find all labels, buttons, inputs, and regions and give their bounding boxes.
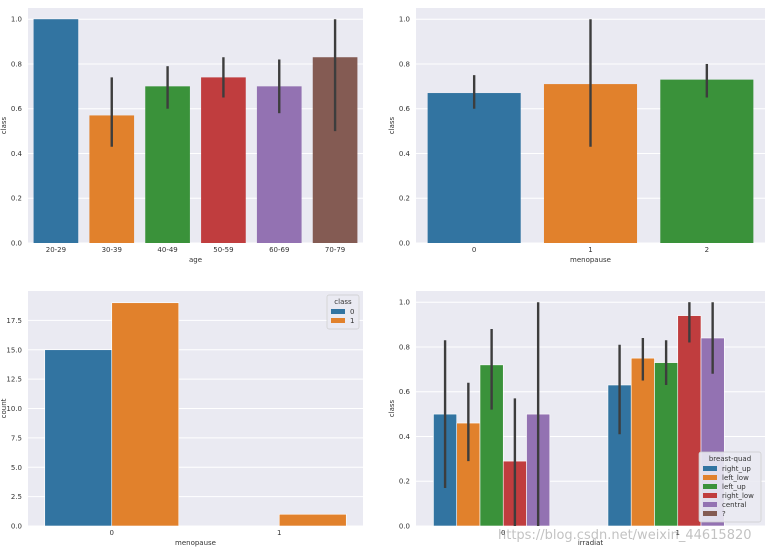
y-tick-label: 5.0 <box>11 464 22 472</box>
legend-swatch-left_up <box>703 484 717 489</box>
x-tick-label: 2 <box>705 246 709 254</box>
x-tick-label: 0 <box>110 529 114 537</box>
x-tick-label: 0 <box>472 246 476 254</box>
bar-left_up-1 <box>654 362 679 527</box>
legend-label: left_low <box>722 474 749 482</box>
legend-swatch-1 <box>331 318 345 323</box>
legend-swatch-central <box>703 502 717 507</box>
legend: class 01 <box>326 294 360 330</box>
x-tick-label: 40-49 <box>157 246 177 254</box>
x-tick-label: 70-79 <box>325 246 345 254</box>
legend-swatch-right_low <box>703 493 717 498</box>
legend-label: right_low <box>722 492 754 500</box>
x-axis-label: age <box>189 256 202 264</box>
y-tick-label: 15.0 <box>6 346 22 354</box>
x-tick-label: 50-59 <box>213 246 233 254</box>
y-tick-label: 10.0 <box>6 405 22 413</box>
y-tick-label: 0.4 <box>399 433 411 441</box>
y-tick-label: 0.0 <box>11 240 22 248</box>
legend-swatch-left_low <box>703 475 717 480</box>
legend-title: breast-quad <box>709 455 751 463</box>
y-tick-label: 0.6 <box>11 105 23 113</box>
y-tick-label: 0.8 <box>399 343 410 351</box>
x-tick-label: 1 <box>588 246 592 254</box>
bar-1-1 <box>278 513 347 527</box>
legend-label: 1 <box>350 317 354 325</box>
y-tick-label: 1.0 <box>399 16 410 24</box>
x-tick-label: 1 <box>676 529 680 537</box>
y-tick-label: 0.0 <box>399 523 410 531</box>
bar-left_low-1 <box>630 357 655 527</box>
x-axis-label: menopause <box>175 539 216 547</box>
y-tick-label: 12.5 <box>6 376 22 384</box>
legend-swatch-0 <box>331 309 345 314</box>
bar-2 <box>660 79 754 243</box>
legend: breast-quad right_upleft_lowleft_upright_… <box>698 451 762 523</box>
bar-1-0 <box>111 302 180 527</box>
x-tick-label: 60-69 <box>269 246 289 254</box>
bar-50-59 <box>201 77 246 243</box>
chart-panel-4: 0.00.20.40.60.81.0breast-quadright_uplef… <box>388 291 765 547</box>
plot-background <box>28 8 363 243</box>
y-tick-label: 1.0 <box>11 16 22 24</box>
y-axis-label: class <box>388 399 396 417</box>
y-tick-label: 1.0 <box>399 299 410 307</box>
legend-label: ? <box>722 510 726 518</box>
y-tick-label: 0.0 <box>11 523 22 531</box>
legend-swatch-right_up <box>703 466 717 471</box>
y-axis-label: class <box>388 116 396 134</box>
y-tick-label: 0.2 <box>399 478 410 486</box>
y-tick-label: 0.4 <box>399 150 411 158</box>
legend-label: left_up <box>722 483 746 491</box>
y-axis-label: count <box>0 398 8 418</box>
x-tick-label: 0 <box>501 529 505 537</box>
x-tick-label: 1 <box>277 529 281 537</box>
y-tick-label: 17.5 <box>6 317 22 325</box>
y-tick-label: 0.4 <box>11 150 23 158</box>
y-tick-label: 0.2 <box>399 195 410 203</box>
y-tick-label: 0.6 <box>399 105 411 113</box>
x-axis-label: irradiat <box>578 539 604 547</box>
legend-title: class <box>334 298 352 306</box>
chart-panel-2: 0.0 0.2 0.4 0.6 0.8 1.0 0 1 2 menopause class <box>388 8 765 264</box>
y-tick-label: 0.0 <box>399 240 410 248</box>
legend-label: 0 <box>350 308 354 316</box>
x-tick-label: 20-29 <box>46 246 66 254</box>
x-tick-label: 30-39 <box>102 246 122 254</box>
watermark: https://blog.csdn.net/weixin_44615820 <box>498 528 752 543</box>
legend-label: right_up <box>722 465 751 473</box>
bar-0-0 <box>44 349 113 527</box>
y-tick-label: 0.6 <box>399 388 411 396</box>
legend-label: central <box>722 501 747 509</box>
bar-20-29 <box>33 19 79 243</box>
y-axis-label: class <box>0 116 8 134</box>
y-tick-label: 0.2 <box>11 195 22 203</box>
bar-right_low-1 <box>677 315 702 527</box>
bar-40-49 <box>145 86 190 243</box>
y-tick-label: 7.5 <box>11 434 22 442</box>
chart-panel-1: 0.0 0.2 0.4 0.6 0.8 1.0 20-29 30-39 40-49 50-59 60… <box>0 8 363 264</box>
legend-swatch-? <box>703 511 717 516</box>
y-tick-label: 0.8 <box>11 60 22 68</box>
y-tick-label: 0.8 <box>399 60 410 68</box>
x-axis-label: menopause <box>570 256 611 264</box>
bar-0 <box>427 93 521 243</box>
y-tick-label: 2.5 <box>11 493 22 501</box>
